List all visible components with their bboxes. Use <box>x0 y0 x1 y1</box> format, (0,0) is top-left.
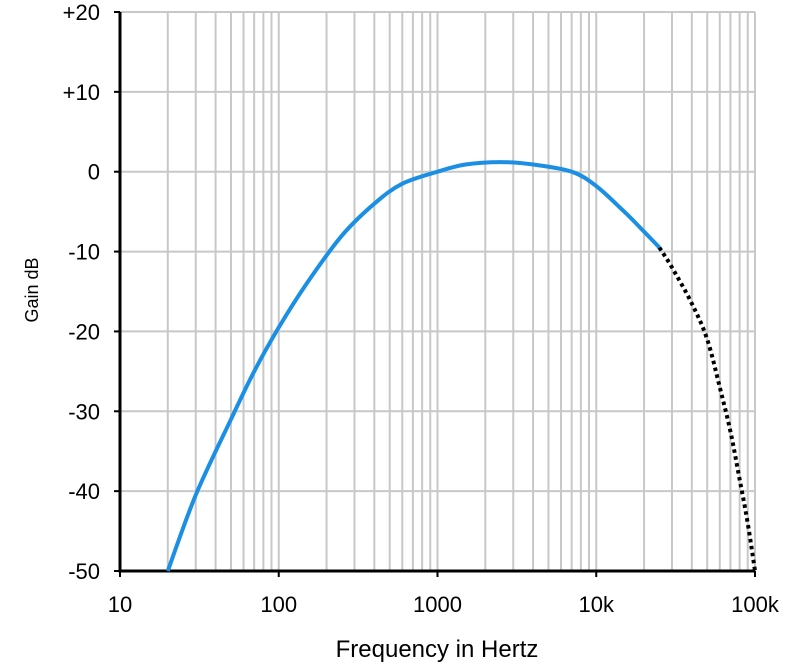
y-tick-label: -40 <box>68 479 100 504</box>
y-tick-label: -10 <box>68 240 100 265</box>
y-tick-label: -20 <box>68 319 100 344</box>
y-tick-label: +10 <box>63 80 100 105</box>
y-tick-labels: +20 +10 0 -10 -20 -30 -40 -50 <box>63 0 100 584</box>
x-tick-label: 100 <box>260 592 297 617</box>
x-tick-label: 10 <box>108 592 132 617</box>
y-tick-label: +20 <box>63 0 100 25</box>
y-tick-label: 0 <box>88 160 100 185</box>
x-tick-label: 10k <box>579 592 615 617</box>
x-tick-labels: 10 100 1000 10k 100k <box>108 592 780 617</box>
x-axis-title: Frequency in Hertz <box>336 636 539 663</box>
response-curve-line <box>165 160 661 572</box>
axes <box>114 11 756 577</box>
series-layer <box>165 160 757 572</box>
x-tick-label: 100k <box>731 592 780 617</box>
y-axis-title: Gain dB <box>22 257 42 322</box>
y-tick-label: -50 <box>68 559 100 584</box>
x-tick-label: 1000 <box>413 592 462 617</box>
grid <box>120 11 756 571</box>
y-tick-label: -30 <box>68 399 100 424</box>
